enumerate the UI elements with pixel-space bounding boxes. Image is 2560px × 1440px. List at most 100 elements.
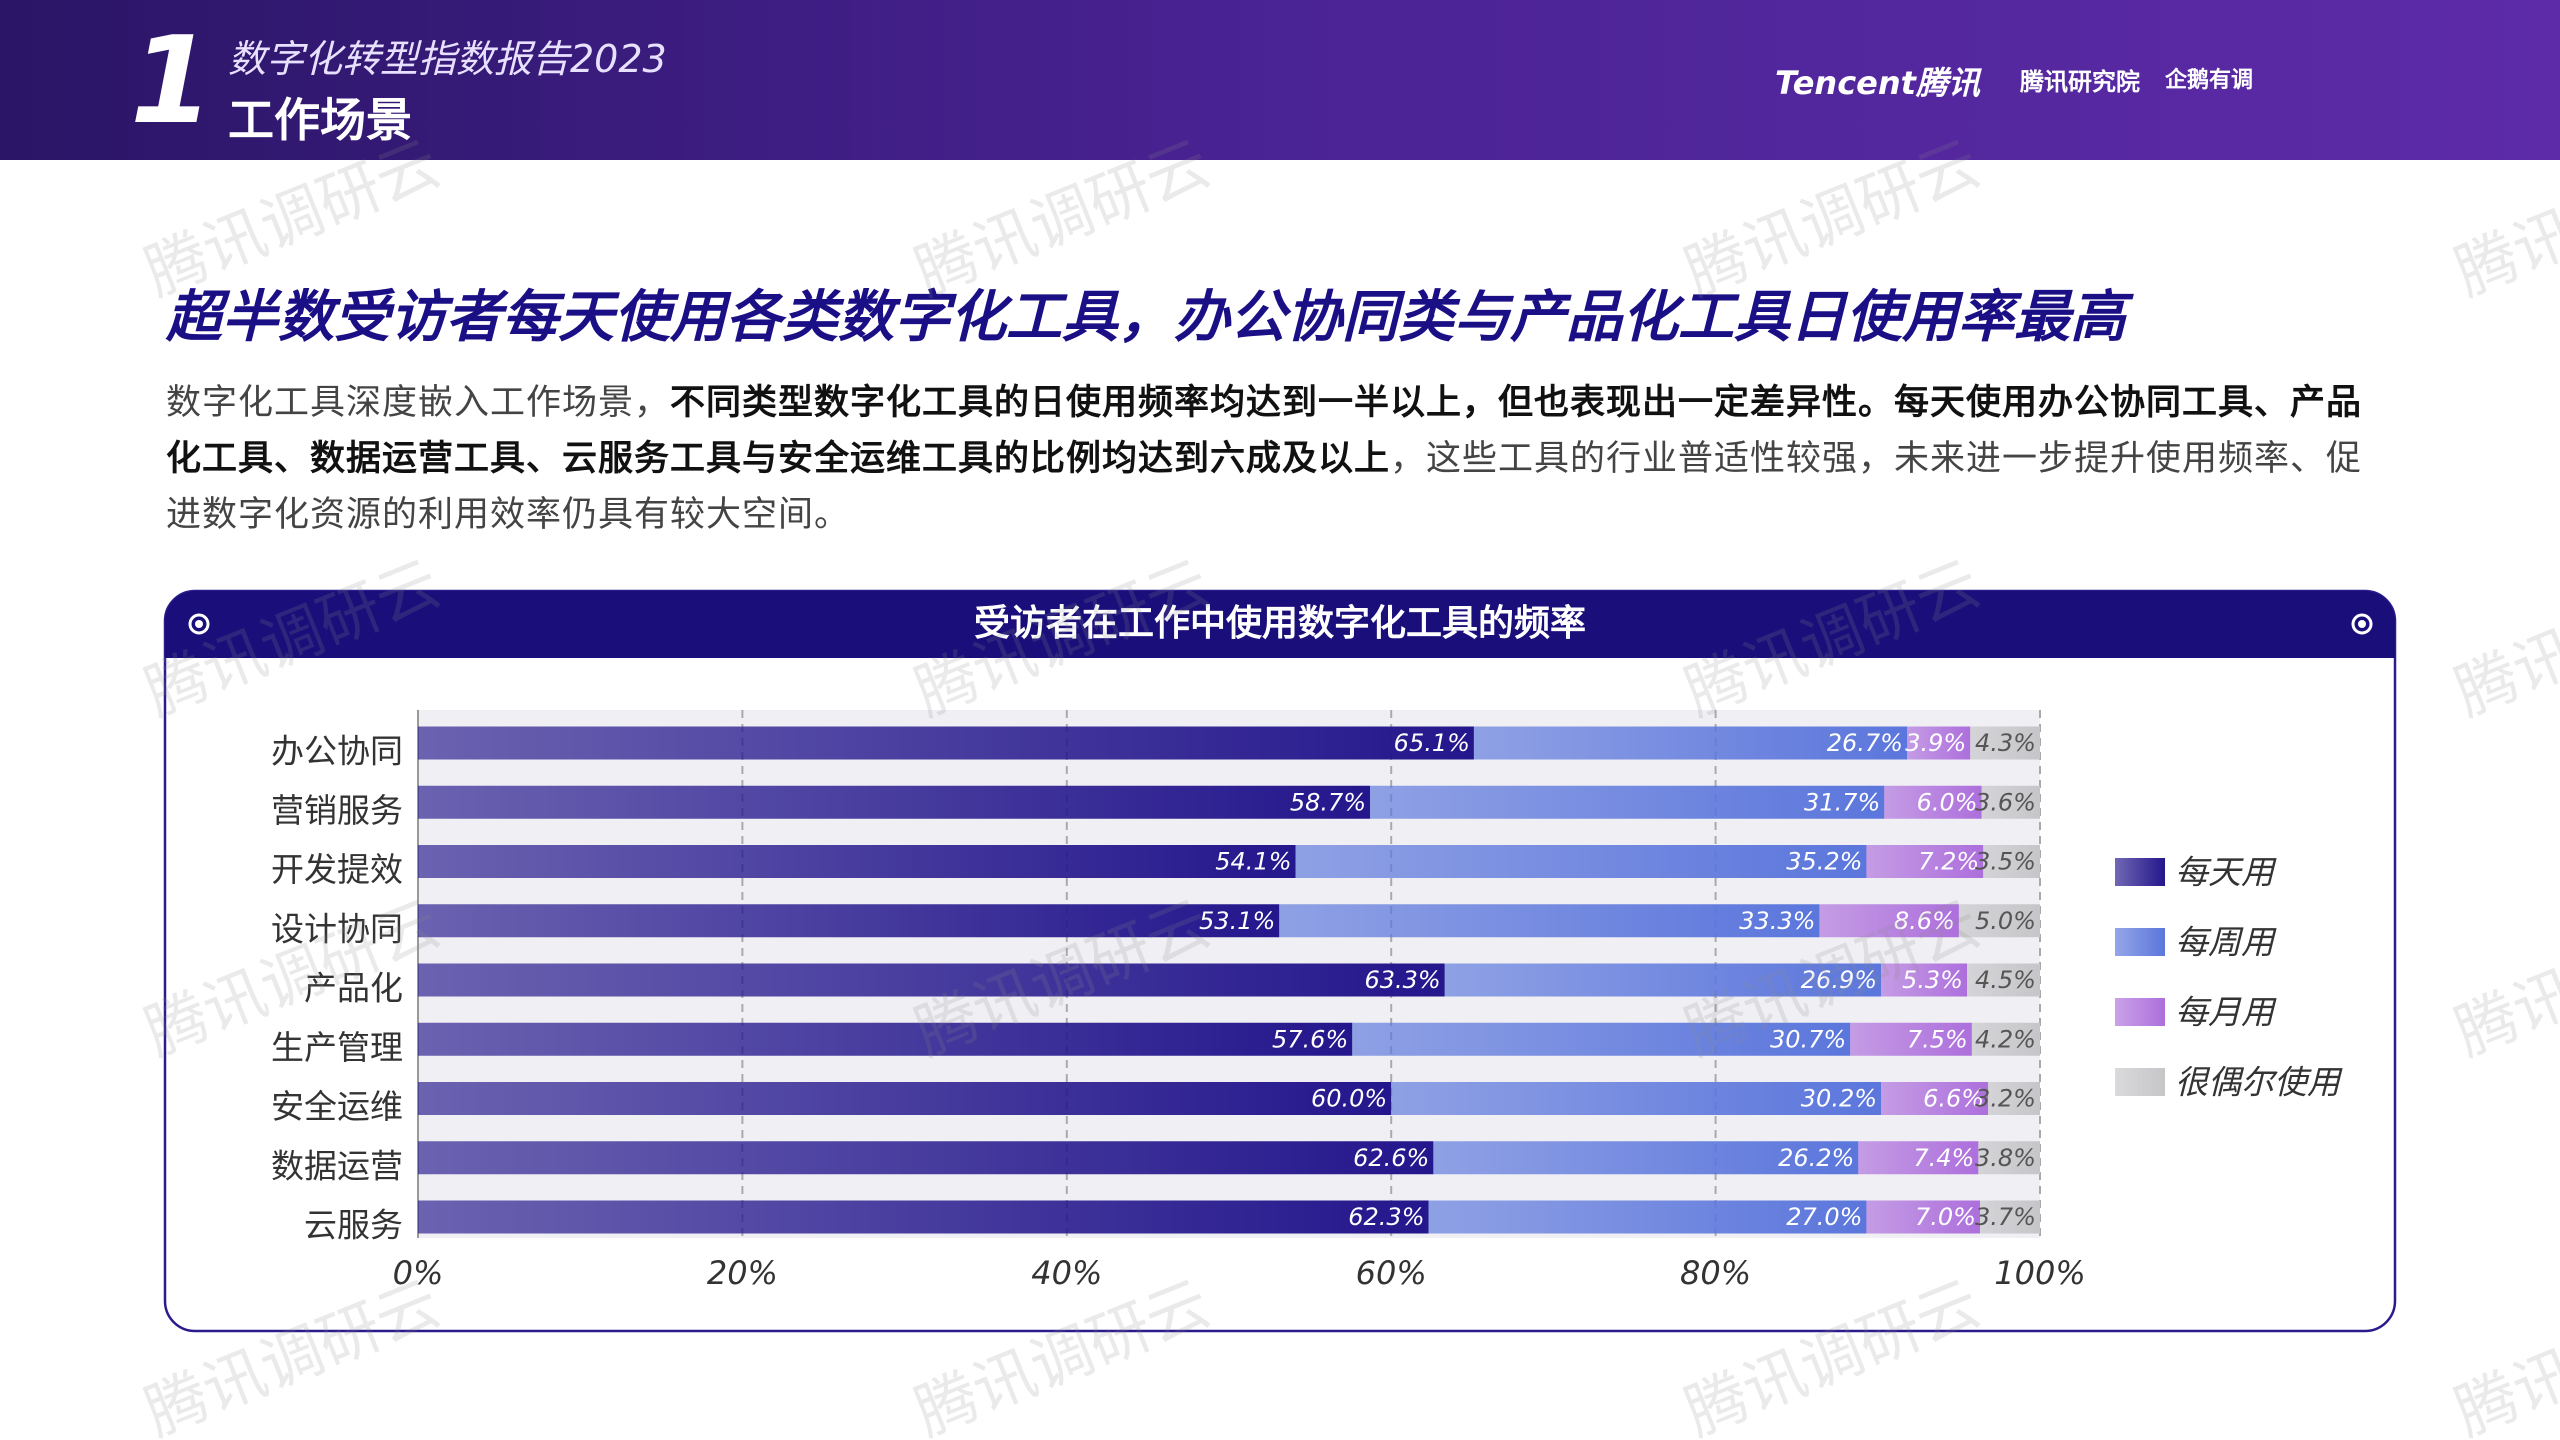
data-label: 7.5% [1907,1025,1968,1053]
legend-label: 每周用 [2175,923,2277,962]
paragraph: 数字化工具深度嵌入工作场景，不同类型数字化工具的日使用频率均达到一半以上，但也表… [166,375,2398,543]
bar-segment [1971,1022,2040,1056]
header-band: 1 数字化转型指数报告2023 工作场景 Tencent腾讯 腾讯研究院 企鹅有… [0,0,2560,160]
x-tick-label: 20% [707,1254,778,1292]
y-tick-label: 设计协同 [271,909,403,948]
data-label: 7.0% [1915,1203,1976,1231]
data-label: 3.5% [1975,848,2036,876]
data-label: 6.6% [1923,1085,1984,1113]
bar-segment [1983,845,2040,878]
bar-segment [418,904,1280,938]
data-label: 7.2% [1918,848,1979,876]
data-label: 3.7% [1975,1203,2036,1231]
report-title: 数字化转型指数报告2023 [228,37,667,81]
data-label: 60.0% [1311,1085,1387,1113]
x-tick-label: 0% [393,1254,444,1292]
data-label: 5.3% [1902,966,1963,994]
bar-segment [1881,963,1968,997]
data-label: 3.9% [1905,729,1966,757]
section-number: 1 [130,12,214,151]
bar-segment [418,845,1296,878]
bar-segment [1444,963,1882,997]
data-label: 8.6% [1894,907,1955,935]
bar-segment [1967,963,2040,997]
data-label: 31.7% [1804,788,1880,816]
y-tick-label: 开发提效 [271,850,403,889]
decor [188,613,210,635]
data-label: 63.3% [1364,966,1440,994]
bar-segment [1958,904,2040,938]
data-label: 54.1% [1215,848,1291,876]
y-tick-label: 数据运营 [271,1146,403,1185]
data-label: 5.0% [1975,907,2036,935]
data-label: 30.2% [1801,1085,1877,1113]
data-label: 4.2% [1975,1025,2036,1053]
bar-segment [1819,904,1959,938]
bar-segment [1866,845,1984,878]
decor [195,620,203,628]
paragraph-segment: 数字化工具深度嵌入工作场景， [166,383,671,423]
x-tick-label: 100% [1994,1254,2085,1292]
chart-title: 受访者在工作中使用数字化工具的频率 [974,603,1586,644]
paragraph-segment: 不同类型数字化工具的日使用频率均达到一半以上，但也表现出一定差异性。每天使用办公… [166,383,2363,479]
data-label: 3.8% [1975,1144,2036,1172]
data-label: 62.3% [1348,1203,1424,1231]
bar-segment [1906,726,1971,760]
legend-swatch [2115,998,2165,1026]
bar-segment [1279,904,1820,938]
bar-segment [1391,1082,1882,1115]
x-tick-label: 80% [1680,1254,1751,1292]
data-label: 26.7% [1827,729,1903,757]
bar-segment [1979,1200,2040,1234]
x-tick-label: 60% [1356,1254,1427,1292]
y-tick-label: 办公协同 [271,732,403,771]
legend-swatch [2115,928,2165,956]
data-label: 33.3% [1739,907,1815,935]
bar-segment [1850,1022,1972,1056]
chart-title-band [165,591,2395,658]
data-label: 6.0% [1917,788,1978,816]
bar-segment [1370,785,1885,819]
data-label: 7.4% [1913,1144,1974,1172]
data-label: 26.9% [1801,966,1877,994]
legend-swatch [2115,858,2165,886]
decor [2358,620,2366,628]
legend-label: 每天用 [2175,853,2277,892]
bar-segment [1881,1082,1989,1115]
bar-segment [418,1200,1429,1234]
headline: 超半数受访者每天使用各类数字化工具，办公协同类与产品化工具日使用率最高 [166,285,2126,350]
data-label: 26.2% [1778,1144,1854,1172]
x-tick-label: 40% [1031,1254,1102,1292]
paragraph-segment: ，这些工具的行业普适性较强，未来进一步提升使用频率、促进数字化资源的利用效率仍具… [166,439,2363,535]
data-label: 27.0% [1786,1203,1862,1231]
y-tick-label: 生产管理 [271,1028,403,1067]
bar-segment [1295,845,1867,878]
y-tick-label: 营销服务 [271,791,403,830]
legend-swatch [2115,1068,2165,1096]
bar-segment [1866,1200,1980,1234]
data-label: 35.2% [1786,848,1862,876]
logo: 腾讯研究院 [2020,68,2140,96]
data-label: 62.6% [1353,1144,1429,1172]
bar-segment [1884,785,1982,819]
logo: Tencent腾讯 [1775,64,1980,102]
bar-segment [418,1082,1392,1115]
bar-segment [418,1022,1353,1056]
bar-segment [1433,1141,1859,1175]
data-label: 58.7% [1290,788,1366,816]
bar-segment [418,963,1445,997]
bar-segment [1981,785,2040,819]
logo: 企鹅有调 [2165,68,2254,93]
bar-segment [1858,1141,1979,1175]
bar-segment [418,785,1371,819]
bar-segment [1970,726,2040,760]
y-tick-label: 云服务 [304,1206,403,1245]
data-label: 30.7% [1770,1025,1846,1053]
data-label: 65.1% [1394,729,1470,757]
data-label: 4.3% [1975,729,2036,757]
section-title: 工作场景 [228,93,412,147]
bar-segment [1988,1082,2040,1115]
bar-segment [418,726,1474,760]
bar-segment [1428,1200,1867,1234]
